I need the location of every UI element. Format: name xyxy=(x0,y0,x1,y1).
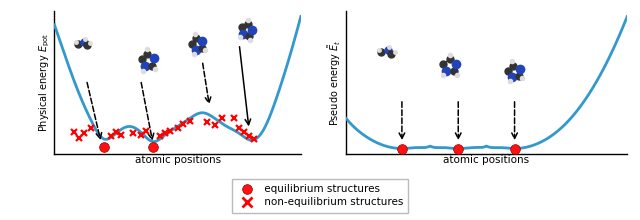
Y-axis label: Physical energy $E_\mathrm{pot}$: Physical energy $E_\mathrm{pot}$ xyxy=(37,33,52,132)
X-axis label: atomic positions: atomic positions xyxy=(444,155,529,165)
X-axis label: atomic positions: atomic positions xyxy=(134,155,221,165)
Y-axis label: Pseudo energy $\tilde{E}_t$: Pseudo energy $\tilde{E}_t$ xyxy=(326,39,343,126)
Legend:  equilibrium structures,  non-equilibrium structures: equilibrium structures, non-equilibrium … xyxy=(232,179,408,213)
